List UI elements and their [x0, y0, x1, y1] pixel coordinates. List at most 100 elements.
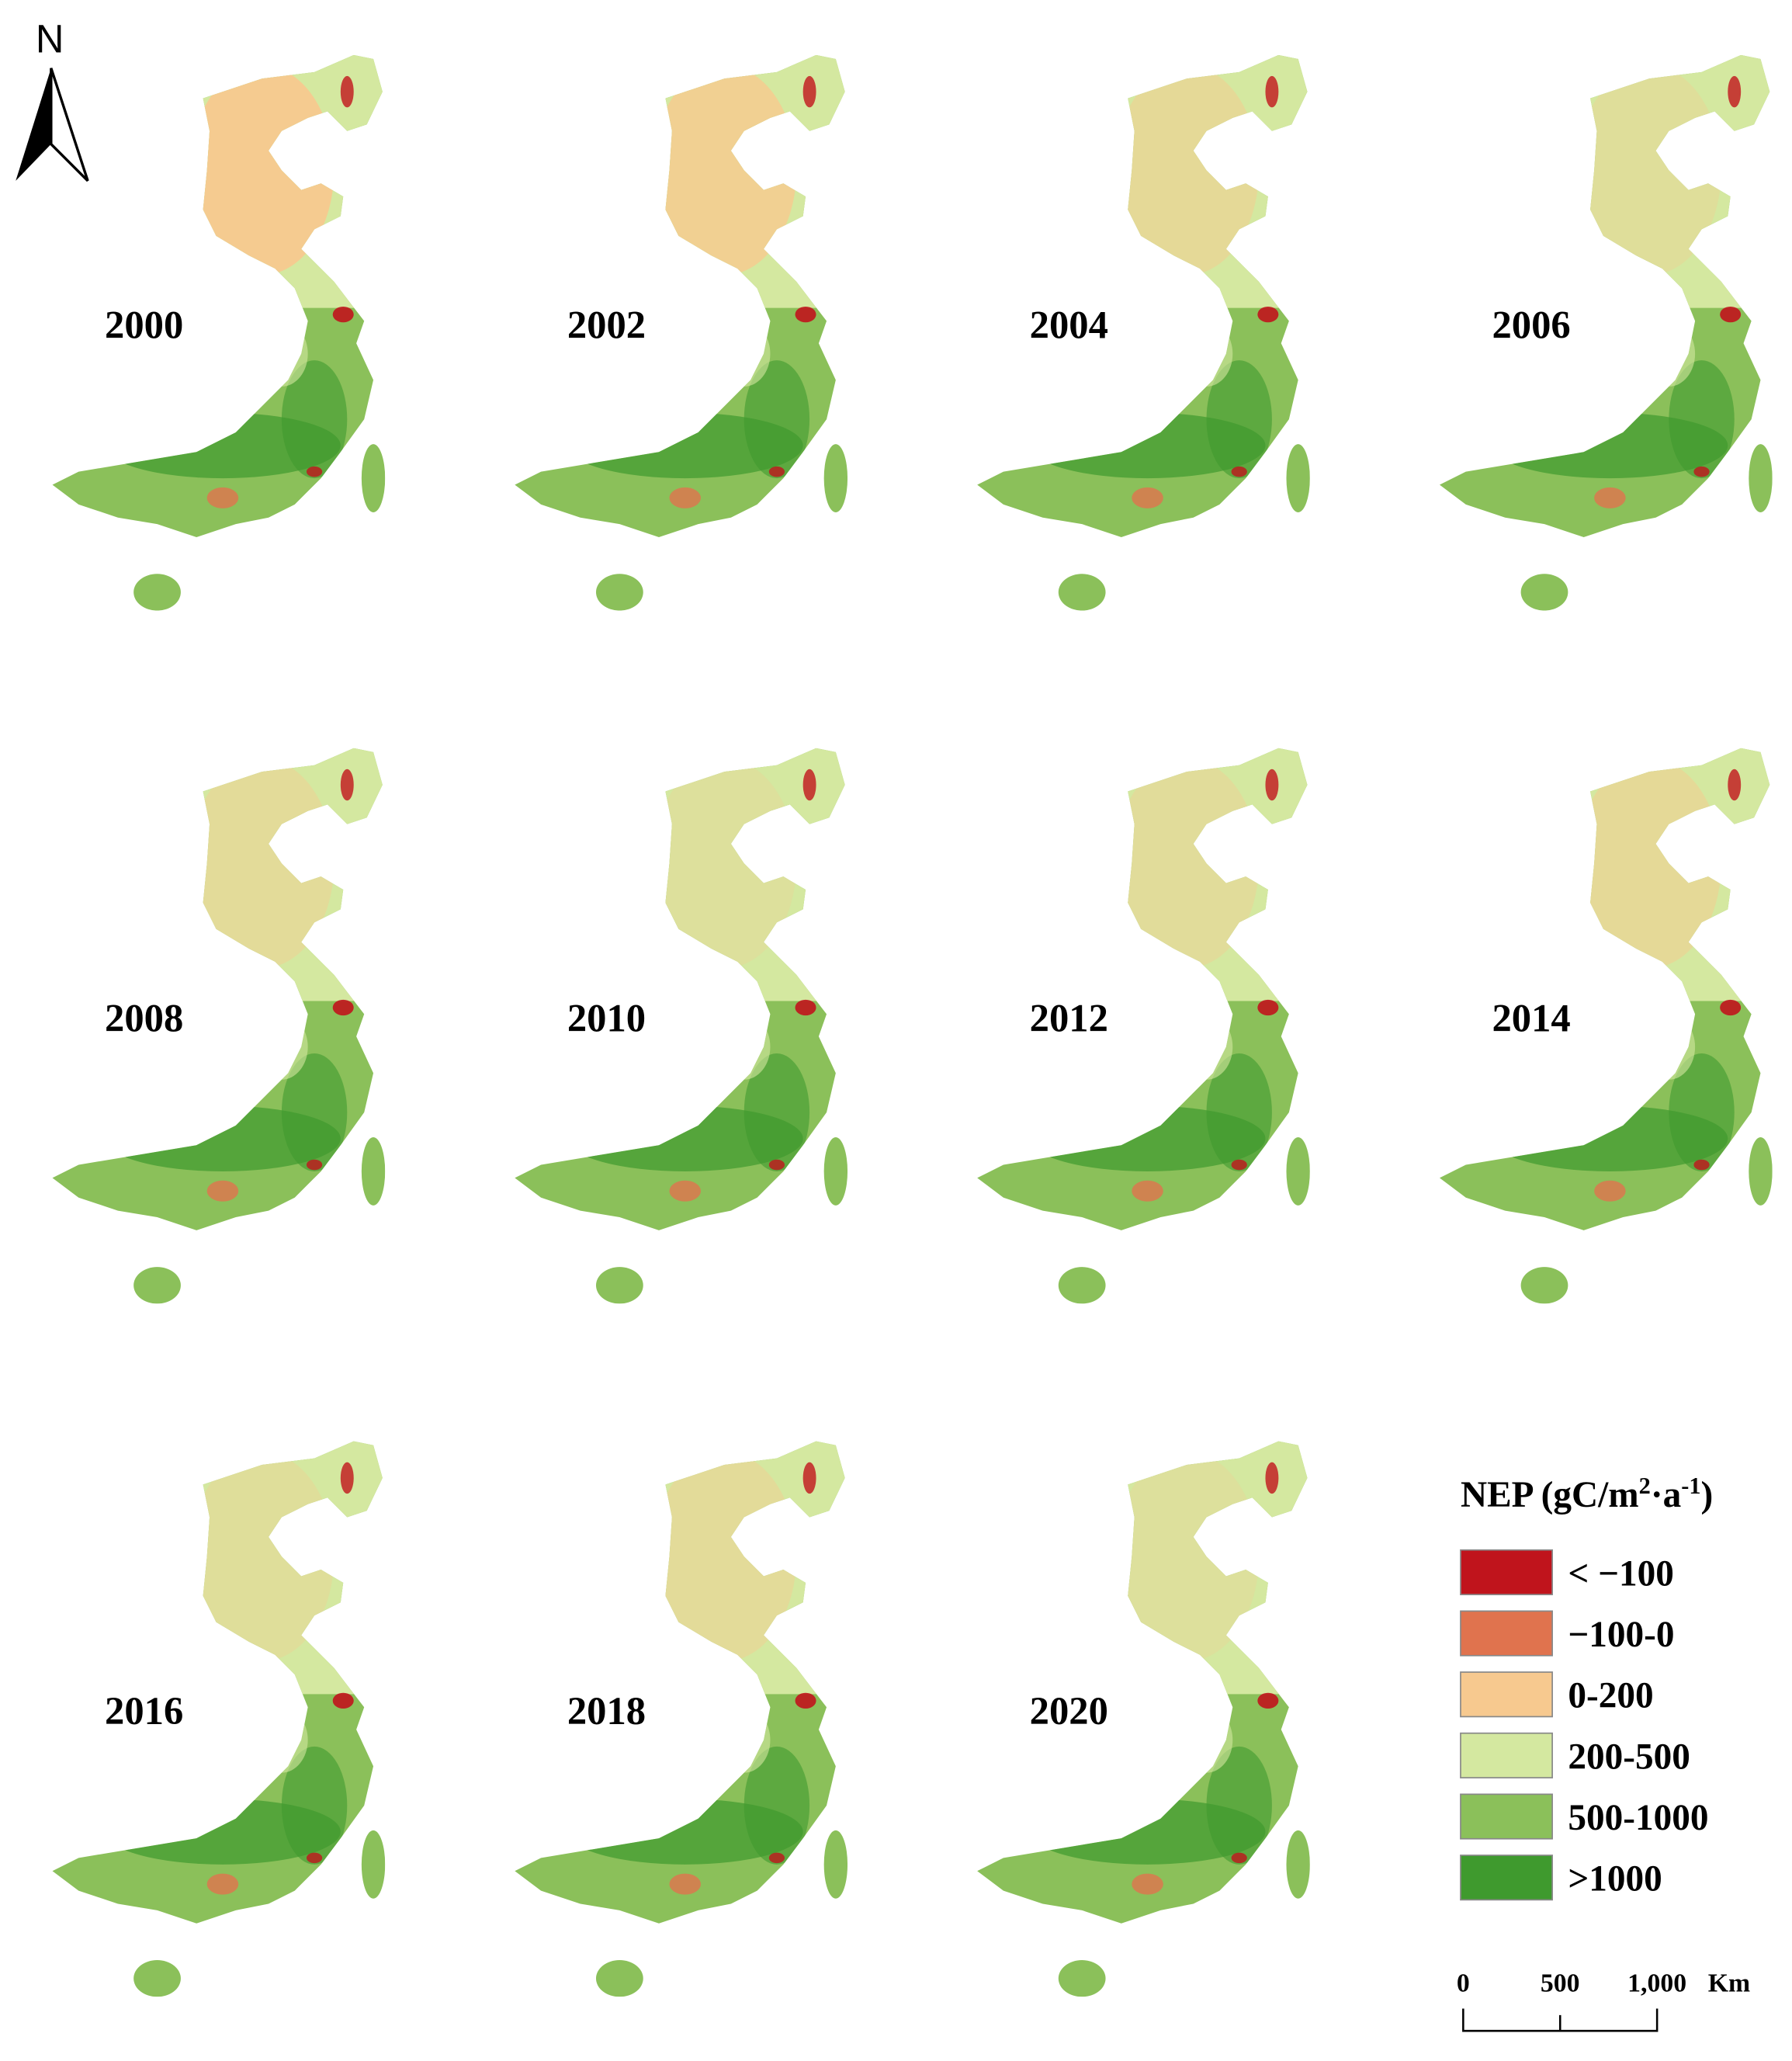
land-patch — [189, 65, 334, 276]
land-patch — [1577, 65, 1721, 276]
legend-swatch — [1460, 1549, 1553, 1595]
legend-title-sup: -1 — [1681, 1473, 1700, 1499]
land-patch — [332, 999, 354, 1016]
scale-label: 500 — [1541, 1969, 1580, 1998]
land-patch — [1231, 466, 1247, 477]
legend-label: 200-500 — [1568, 1737, 1690, 1777]
land-patch — [189, 758, 334, 969]
land-patch — [281, 1053, 348, 1171]
land-patch — [255, 1707, 308, 1773]
year-label: 2002 — [567, 303, 646, 346]
land-patch — [768, 1159, 785, 1171]
land-patch — [281, 1746, 348, 1865]
land-patch — [1231, 1159, 1247, 1171]
land-patch — [802, 1462, 816, 1494]
year-label: 2006 — [1492, 303, 1570, 346]
land-north — [1439, 54, 1773, 308]
land-patch — [189, 1452, 334, 1662]
year-label: 2008 — [105, 996, 183, 1039]
land-patch — [1180, 1014, 1233, 1080]
land-patch — [1594, 1180, 1626, 1202]
land-patch — [1132, 487, 1163, 508]
scale-bar: 0 500 1,000 Km — [1457, 1969, 1750, 2032]
legend-title-text: NEP (gC/m — [1461, 1475, 1639, 1515]
land-patch — [743, 1746, 810, 1865]
land — [977, 1441, 1310, 1997]
land-patch — [1114, 65, 1260, 276]
land-patch — [669, 487, 702, 508]
land-patch — [1693, 1159, 1710, 1171]
scale-label: 0 — [1457, 1969, 1470, 1998]
year-label: 2016 — [105, 1689, 183, 1733]
land — [52, 748, 386, 1304]
land — [52, 1441, 386, 1997]
land — [1439, 54, 1773, 611]
land-patch — [717, 1014, 771, 1080]
land-patch — [1257, 1692, 1279, 1709]
legend-label: 500-1000 — [1568, 1798, 1708, 1838]
year-label: 2018 — [567, 1689, 646, 1733]
land-patch — [768, 466, 785, 477]
land-patch — [206, 1873, 239, 1895]
land-patch — [669, 1873, 702, 1895]
map-panel: 2006 — [1439, 54, 1773, 611]
year-label: 2004 — [1030, 303, 1108, 346]
land-patch — [743, 1053, 810, 1171]
year-label: 2010 — [567, 996, 646, 1039]
legend-label: < −100 — [1568, 1553, 1674, 1594]
land-patch — [743, 360, 810, 479]
land-patch — [652, 758, 797, 969]
land-patch — [1257, 999, 1279, 1016]
land-patch — [255, 321, 308, 387]
legend-title-text: ·a — [1651, 1475, 1681, 1515]
land-patch — [306, 466, 323, 477]
legend-swatch — [1460, 1793, 1553, 1840]
land — [52, 54, 386, 611]
land-patch — [1114, 1452, 1260, 1662]
legend-label: 0-200 — [1568, 1676, 1653, 1716]
legend-label: −100-0 — [1568, 1615, 1674, 1655]
map-panel: 2016 — [52, 1441, 386, 1997]
land-patch — [1206, 1053, 1272, 1171]
land-patch — [1693, 466, 1710, 477]
land-patch — [1206, 360, 1272, 479]
land-patch — [1577, 758, 1721, 969]
legend-title: NEP (gC/m2·a-1) — [1461, 1473, 1713, 1515]
land-patch — [1180, 321, 1233, 387]
north-arrow — [16, 68, 51, 181]
land-patch — [1642, 1014, 1696, 1080]
legend-swatch — [1460, 1671, 1553, 1718]
map-panel: 2000 — [52, 54, 386, 611]
land-patch — [340, 769, 354, 801]
land — [515, 1441, 848, 1997]
land-patch — [306, 1159, 323, 1171]
land-patch — [1206, 1746, 1272, 1865]
land-patch — [340, 1462, 354, 1494]
north-label: N — [36, 17, 64, 61]
land-patch — [206, 487, 239, 508]
land — [977, 54, 1310, 611]
map-panel: 2020 — [977, 1441, 1310, 1997]
land-patch — [255, 1014, 308, 1080]
land-patch — [795, 1692, 816, 1709]
scale-line — [1462, 2008, 1659, 2032]
land — [977, 748, 1310, 1304]
land-patch — [206, 1180, 239, 1202]
legend-swatch — [1460, 1732, 1553, 1778]
land-patch — [1132, 1180, 1163, 1202]
map-panel: 2014 — [1439, 748, 1773, 1304]
legend-label: >1000 — [1568, 1859, 1662, 1900]
map-panel: 2004 — [977, 54, 1310, 611]
land-patch — [1114, 758, 1260, 969]
land-patch — [795, 306, 816, 323]
legend-swatch — [1460, 1610, 1553, 1657]
map-panel: 2002 — [515, 54, 848, 611]
land-patch — [669, 1180, 702, 1202]
land-patch — [768, 1852, 785, 1864]
land-patch — [652, 65, 797, 276]
legend-title-sup: 2 — [1639, 1473, 1651, 1499]
land-patch — [1180, 1707, 1233, 1773]
land-patch — [1594, 487, 1626, 508]
land-patch — [306, 1852, 323, 1864]
